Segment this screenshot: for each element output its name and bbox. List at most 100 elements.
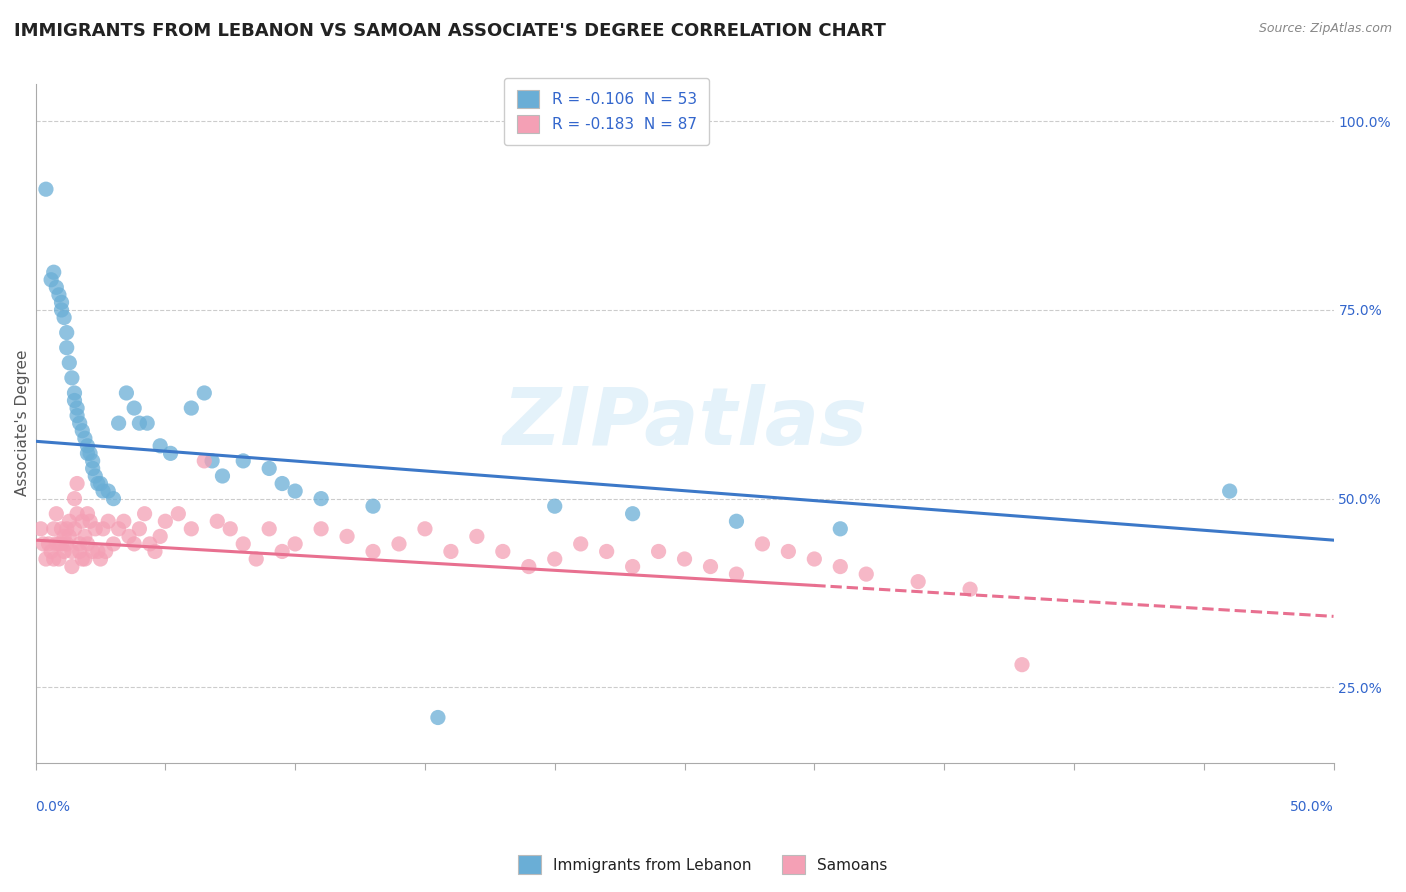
Point	[51, 295, 73, 310]
Text: 0.0%: 0.0%	[35, 800, 70, 814]
Point	[569, 537, 592, 551]
Point	[76, 507, 98, 521]
Point	[284, 537, 307, 551]
Point	[94, 544, 117, 558]
Point	[143, 544, 166, 558]
Point	[621, 559, 644, 574]
Point	[257, 522, 280, 536]
Point	[48, 552, 70, 566]
Point	[89, 552, 111, 566]
Point	[336, 529, 359, 543]
Point	[544, 499, 567, 513]
Point	[103, 491, 125, 506]
Point	[155, 514, 177, 528]
Point	[118, 529, 141, 543]
Point	[725, 567, 748, 582]
Point	[778, 544, 800, 558]
Point	[51, 537, 73, 551]
Point	[1011, 657, 1033, 672]
Point	[257, 461, 280, 475]
Y-axis label: Associate's Degree: Associate's Degree	[15, 350, 30, 497]
Point	[621, 507, 644, 521]
Point	[309, 522, 332, 536]
Point	[30, 522, 52, 536]
Point	[544, 552, 567, 566]
Point	[48, 537, 70, 551]
Point	[167, 507, 190, 521]
Point	[69, 416, 91, 430]
Point	[79, 514, 101, 528]
Point	[82, 461, 104, 475]
Text: IMMIGRANTS FROM LEBANON VS SAMOAN ASSOCIATE'S DEGREE CORRELATION CHART: IMMIGRANTS FROM LEBANON VS SAMOAN ASSOCI…	[14, 22, 886, 40]
Point	[39, 273, 62, 287]
Point	[180, 401, 202, 415]
Point	[69, 537, 91, 551]
Point	[492, 544, 515, 558]
Point	[60, 544, 83, 558]
Point	[725, 514, 748, 528]
Point	[66, 401, 89, 415]
Point	[361, 499, 384, 513]
Point	[72, 552, 94, 566]
Point	[673, 552, 696, 566]
Point	[193, 454, 215, 468]
Point	[72, 424, 94, 438]
Text: 50.0%: 50.0%	[1289, 800, 1333, 814]
Point	[42, 522, 65, 536]
Point	[79, 446, 101, 460]
Point	[73, 552, 96, 566]
Point	[219, 522, 242, 536]
Point	[149, 529, 172, 543]
Point	[388, 537, 411, 551]
Point	[60, 371, 83, 385]
Point	[48, 288, 70, 302]
Point	[76, 537, 98, 551]
Point	[76, 446, 98, 460]
Point	[284, 484, 307, 499]
Point	[232, 537, 254, 551]
Point	[66, 409, 89, 423]
Point	[42, 265, 65, 279]
Point	[87, 476, 110, 491]
Point	[53, 529, 76, 543]
Point	[38, 537, 60, 551]
Point	[830, 522, 852, 536]
Point	[128, 416, 150, 430]
Point	[53, 544, 76, 558]
Point	[76, 439, 98, 453]
Point	[35, 552, 58, 566]
Legend: R = -0.106  N = 53, R = -0.183  N = 87: R = -0.106 N = 53, R = -0.183 N = 87	[505, 78, 709, 145]
Point	[193, 386, 215, 401]
Point	[180, 522, 202, 536]
Point	[139, 537, 162, 551]
Point	[855, 567, 877, 582]
Point	[51, 302, 73, 317]
Point	[517, 559, 540, 574]
Point	[82, 544, 104, 558]
Point	[103, 537, 125, 551]
Point	[1219, 484, 1241, 499]
Point	[440, 544, 463, 558]
Point	[803, 552, 825, 566]
Text: Source: ZipAtlas.com: Source: ZipAtlas.com	[1258, 22, 1392, 36]
Text: ZIPatlas: ZIPatlas	[502, 384, 868, 462]
Point	[72, 514, 94, 528]
Point	[271, 476, 294, 491]
Point	[271, 544, 294, 558]
Point	[84, 469, 107, 483]
Point	[647, 544, 669, 558]
Point	[207, 514, 229, 528]
Point	[122, 537, 145, 551]
Point	[232, 454, 254, 468]
Point	[91, 484, 114, 499]
Point	[55, 522, 77, 536]
Point	[149, 439, 172, 453]
Point	[82, 454, 104, 468]
Point	[159, 446, 181, 460]
Point	[361, 544, 384, 558]
Point	[45, 537, 67, 551]
Point	[907, 574, 929, 589]
Point	[107, 416, 129, 430]
Legend: Immigrants from Lebanon, Samoans: Immigrants from Lebanon, Samoans	[512, 849, 894, 880]
Point	[91, 522, 114, 536]
